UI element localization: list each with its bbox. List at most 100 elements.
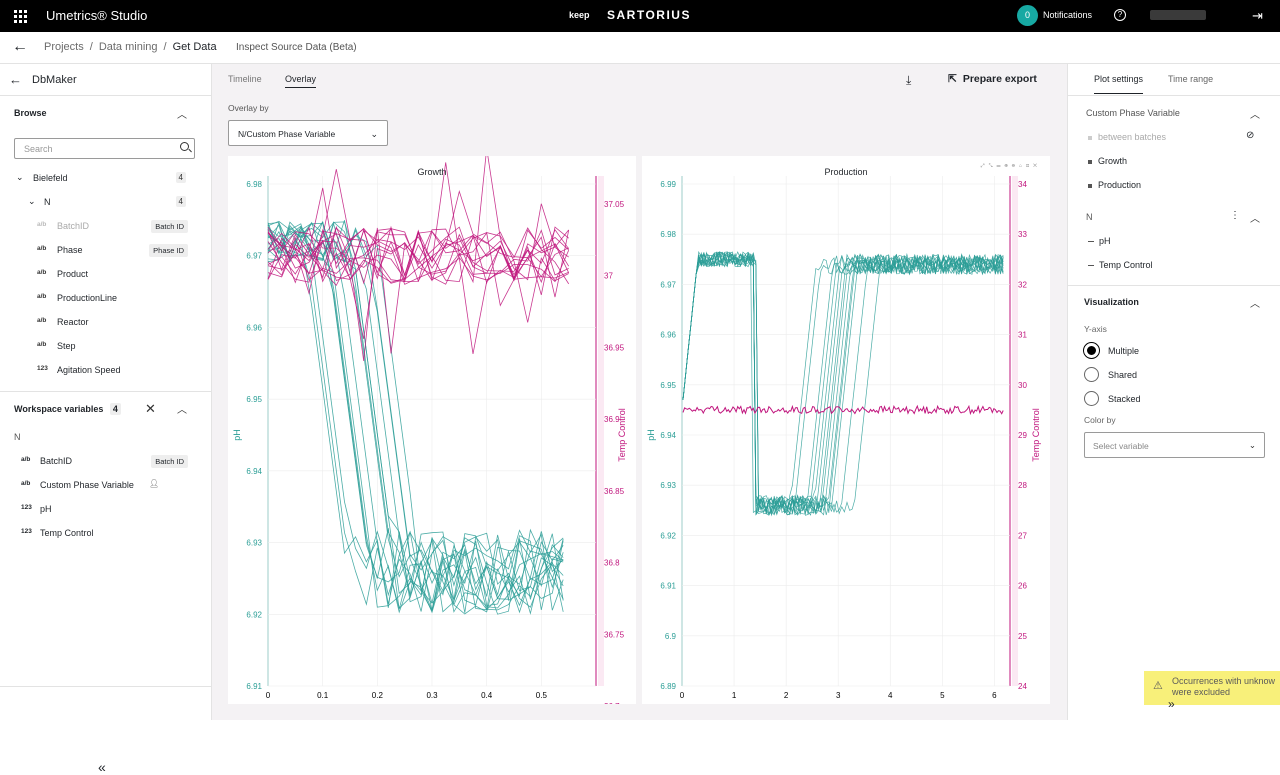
tab-time-range[interactable]: Time range	[1168, 74, 1214, 84]
y2-tick-label: 37.05	[604, 200, 625, 209]
tree-site-bielefeld[interactable]: ⌄ Bielefeld 4	[0, 166, 211, 190]
breadcrumb-projects[interactable]: Projects	[44, 41, 84, 53]
x-tick-label: 1	[732, 691, 737, 700]
tree-item-phase[interactable]: a/b Phase Phase ID	[0, 238, 211, 262]
chevron-up-icon[interactable]: ︿	[1250, 214, 1260, 225]
color-by-label: Color by	[1084, 415, 1116, 425]
chevron-down-icon[interactable]: ⌄	[16, 172, 24, 182]
yaxis-label: Y-axis	[1084, 324, 1107, 334]
y-tick-label: 6.93	[246, 539, 262, 548]
phase-between-batches[interactable]: between batches	[1088, 132, 1166, 142]
y-tick-label: 6.93	[660, 481, 676, 490]
phase-id-chip: Phase ID	[149, 244, 188, 257]
close-icon[interactable]: ✕	[145, 401, 156, 416]
ws-item-ph[interactable]: 123 pH	[21, 504, 52, 514]
ws-item-custom-phase[interactable]: a/b Custom Phase Variable 👤︎	[21, 479, 160, 490]
back-arrow-icon[interactable]: ←	[12, 38, 28, 55]
y-tick-label: 6.98	[660, 230, 676, 239]
breadcrumb-separator: /	[163, 41, 167, 53]
y2-tick-label: 25	[1018, 632, 1027, 641]
y2-axis-label: Temp Control	[1031, 408, 1041, 462]
tree-item-agitation-speed[interactable]: 123 Agitation Speed	[37, 365, 121, 375]
notification-count[interactable]: 0	[1017, 5, 1038, 26]
y2-tick-label: 29	[1018, 431, 1027, 440]
ph-series-line	[267, 228, 564, 612]
y-tick-label: 6.91	[660, 582, 676, 591]
y2-tick-label: 36.9	[604, 415, 620, 424]
y-tick-label: 6.89	[660, 682, 676, 691]
chevron-down-icon: ⌄	[1248, 440, 1256, 450]
var-temp-control[interactable]: Temp Control	[1088, 260, 1153, 270]
tree-group-n[interactable]: ⌄ N 4	[0, 190, 211, 214]
y2-tick-label: 32	[1018, 280, 1027, 289]
tab-timeline[interactable]: Timeline	[228, 74, 262, 84]
search-input[interactable]: Search	[14, 138, 195, 159]
logout-icon[interactable]: ⇥	[1252, 8, 1263, 23]
tree-item-reactor[interactable]: a/b Reactor	[37, 317, 89, 327]
more-vertical-icon[interactable]: ⋮	[1230, 210, 1240, 221]
main-area: Timeline Overlay ⤓ ⇱ Prepare export Overl…	[212, 64, 1067, 720]
tab-overlay[interactable]: Overlay	[285, 74, 317, 88]
chevron-up-icon[interactable]: ︿	[1250, 299, 1260, 310]
ph-series-line	[682, 251, 1004, 516]
production-plot[interactable]: Production ⤢⤡▭⊕⊖⌂⊡✕ 6.99 6.98 6.97 6.96 6.95…	[642, 156, 1050, 704]
y2-tick-label: 33	[1018, 230, 1027, 239]
y-tick-label: 6.96	[660, 331, 676, 340]
phase-growth[interactable]: Growth	[1088, 156, 1127, 166]
x-tick-label: 4	[888, 691, 893, 700]
growth-plot[interactable]: Growth 6.98 6.97 6.96 6.95 6.94 6.93 6.92 6.91 3…	[228, 156, 636, 704]
chevron-up-icon[interactable]: ︿	[1250, 110, 1260, 121]
plot-toolbar[interactable]: ⤢⤡▭⊕⊖⌂⊡✕	[980, 163, 1041, 169]
warning-toast: ⚠ Occurrences with unknow were excluded	[1144, 671, 1280, 705]
color-by-select[interactable]: Select variable ⌄	[1084, 432, 1265, 458]
visualization-title: Visualization	[1084, 297, 1139, 307]
ws-item-temp-control[interactable]: 123 Temp Control	[21, 528, 94, 538]
collapse-left-icon[interactable]: «	[98, 759, 106, 775]
x-tick-label: 0.2	[372, 691, 384, 700]
user-name[interactable]	[1150, 10, 1206, 20]
app-grid-icon[interactable]	[14, 10, 27, 23]
tree-item-productionline[interactable]: a/b ProductionLine	[37, 293, 118, 303]
x-tick-label: 2	[784, 691, 789, 700]
help-icon[interactable]: ?	[1114, 9, 1126, 21]
y-tick-label: 6.99	[660, 180, 676, 189]
y-tick-label: 6.95	[246, 395, 262, 404]
x-tick-label: 6	[992, 691, 997, 700]
chevron-up-icon[interactable]: ︿	[177, 405, 187, 416]
breadcrumb-data-mining[interactable]: Data mining	[98, 41, 158, 53]
phase-production[interactable]: Production	[1088, 180, 1141, 190]
temp-series-line	[682, 404, 1004, 416]
chevron-up-icon[interactable]: ︿	[177, 110, 187, 121]
tree-item-batchid[interactable]: a/b BatchID Batch ID	[0, 214, 211, 238]
yaxis-shared-label: Shared	[1108, 370, 1138, 380]
temp-series-line	[267, 156, 569, 284]
tab-plot-settings[interactable]: Plot settings	[1094, 74, 1144, 94]
page-subtitle[interactable]: Inspect Source Data (Beta)	[236, 42, 357, 53]
tree-item-product[interactable]: a/b Product	[37, 269, 89, 279]
temp-series-line	[267, 189, 570, 285]
ws-item-batchid[interactable]: a/b BatchID Batch ID	[0, 449, 211, 473]
ph-series-line	[267, 221, 564, 614]
overlay-select[interactable]: N/Custom Phase Variable ⌄	[228, 120, 388, 146]
phase-section-title: Custom Phase Variable	[1086, 108, 1180, 118]
x-axis-label: Time (days)	[408, 703, 455, 704]
yaxis-shared-radio[interactable]	[1084, 367, 1099, 382]
top-bar: Umetrics® Studio keep SARTORIUS 0 Notifi…	[0, 0, 1280, 32]
temp-series-line	[267, 225, 570, 285]
notifications-link[interactable]: Notifications	[1043, 10, 1093, 20]
tree-item-step[interactable]: a/b Step	[37, 341, 76, 351]
collapse-right-icon[interactable]: »	[1168, 697, 1175, 711]
hidden-eye-icon[interactable]: ⊘	[1246, 130, 1255, 141]
yaxis-multiple-radio[interactable]	[1084, 343, 1099, 358]
var-ph[interactable]: pH	[1088, 236, 1111, 246]
breadcrumb-get-data: Get Data	[172, 41, 217, 53]
yaxis-stacked-radio[interactable]	[1084, 391, 1099, 406]
back-arrow-icon[interactable]: ←	[9, 72, 22, 87]
temp-series-line	[267, 231, 569, 323]
download-icon[interactable]: ⤓	[906, 73, 912, 87]
yaxis-multiple-label: Multiple	[1108, 346, 1140, 356]
prepare-export-button[interactable]: ⇱ Prepare export	[948, 73, 1037, 85]
overlay-label: Overlay by	[228, 103, 269, 113]
y2-axis-label: Temp Control	[617, 408, 627, 462]
chevron-down-icon[interactable]: ⌄	[28, 196, 36, 206]
